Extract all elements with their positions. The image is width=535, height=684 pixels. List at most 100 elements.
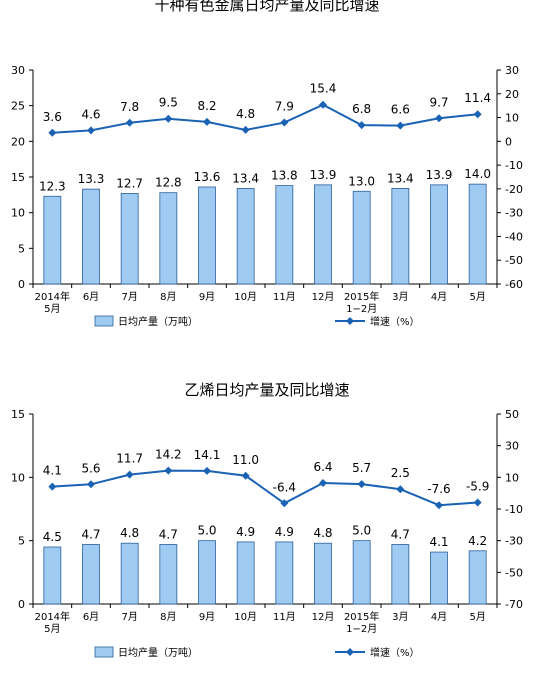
- legend-line-label: 增速（%）: [370, 646, 420, 659]
- line-data-label: 4.6: [81, 107, 100, 121]
- bar-data-label: 4.5: [43, 530, 62, 544]
- bar-data-label: 13.3: [78, 172, 105, 186]
- line-data-label: 4.8: [236, 107, 255, 121]
- line-data-label: 4.1: [43, 464, 62, 478]
- line-data-label: 11.4: [464, 91, 491, 105]
- right-tick-label: -10: [505, 503, 523, 516]
- x-tick-label: 4月: [431, 611, 447, 623]
- bar: [198, 540, 216, 605]
- right-tick-label: -10: [505, 159, 523, 172]
- right-tick-label: 10: [505, 471, 519, 484]
- line-data-label: 6.6: [391, 103, 410, 117]
- bar: [82, 544, 100, 605]
- line-data-label: 15.4: [310, 82, 337, 96]
- x-tick-label: 9月: [199, 291, 215, 303]
- line-data-label: 2.5: [391, 466, 410, 480]
- x-tick-label: 9月: [199, 611, 215, 623]
- growth-marker: [48, 482, 57, 491]
- growth-marker: [435, 114, 443, 123]
- right-tick-label: -60: [505, 278, 523, 291]
- bar: [391, 544, 410, 605]
- growth-marker: [164, 466, 173, 475]
- bar: [468, 183, 487, 285]
- line-data-label: 9.7: [429, 95, 448, 109]
- bar: [159, 192, 178, 285]
- right-tick-label: -50: [505, 254, 523, 267]
- right-tick-label: 0: [505, 135, 512, 148]
- chart-2: 乙烯日均产量及同比增速 0 5 10 15 -70 -50 -30 -10 10 30 50 2014年…: [11, 381, 523, 659]
- bar-data-label: 4.1: [429, 535, 448, 549]
- bar-data-label: 4.7: [81, 527, 100, 541]
- bar-data-label: 12.8: [155, 176, 182, 190]
- growth-marker: [357, 121, 366, 130]
- legend-bar-swatch: [94, 315, 114, 327]
- right-tick-label: 10: [505, 112, 519, 125]
- right-tick-label: 30: [505, 440, 519, 453]
- x-tick-label: 3月: [392, 611, 408, 623]
- growth-marker: [87, 480, 95, 489]
- bar-data-label: 12.3: [39, 179, 66, 193]
- x-tick-label: 5月: [469, 291, 485, 303]
- bar: [430, 551, 448, 605]
- left-tick-label: 25: [11, 100, 25, 113]
- bar: [352, 540, 371, 605]
- chart-1: 十种有色金属日均产量及同比增速 0 5 10 15 20 25 30 -60 -50 -40 -30 -…: [11, 0, 523, 328]
- x-tick-label: 11月: [273, 611, 296, 623]
- right-tick-label: -20: [505, 183, 523, 196]
- bar: [314, 184, 332, 285]
- x-tick-label: 10月: [234, 291, 257, 303]
- bar-data-label: 4.9: [236, 525, 255, 539]
- line-data-label: 5.6: [81, 461, 100, 475]
- growth-marker: [435, 501, 443, 510]
- bar: [236, 188, 255, 285]
- growth-marker: [396, 121, 405, 130]
- x-tick-label: 4月: [431, 291, 447, 303]
- line-data-label: 11.7: [116, 452, 143, 466]
- legend-line-marker: [346, 317, 354, 325]
- bar: [236, 541, 255, 605]
- bar: [120, 193, 139, 285]
- bar-data-label: 4.9: [275, 525, 294, 539]
- growth-marker: [87, 126, 95, 135]
- right-tick-label: 50: [505, 408, 519, 421]
- bar-data-label: 5.0: [197, 524, 216, 538]
- line-data-label: 8.2: [197, 99, 216, 113]
- growth-line: [52, 469, 478, 507]
- line-data-label: 7.8: [120, 100, 139, 114]
- legend-bar-label: 日均产量（万吨）: [118, 646, 198, 659]
- line-data-label: 6.8: [352, 102, 371, 116]
- x-tick-label: 5月: [469, 611, 485, 623]
- bar-data-label: 13.0: [348, 174, 375, 188]
- bar-data-label: 4.7: [391, 527, 410, 541]
- x-tick-label: 2014年 5月: [35, 290, 70, 315]
- bar: [391, 188, 410, 285]
- legend-line-marker: [346, 648, 354, 656]
- growth-marker: [203, 466, 211, 475]
- right-tick-label: -40: [505, 230, 523, 243]
- line-data-label: -6.4: [273, 480, 296, 494]
- line-data-label: 11.0: [232, 453, 259, 467]
- growth-marker: [473, 498, 482, 507]
- bar: [82, 188, 100, 285]
- bar: [120, 542, 139, 605]
- growth-marker: [280, 118, 289, 127]
- bar: [43, 195, 62, 285]
- bar-data-label: 4.8: [313, 526, 332, 540]
- chart-title: 十种有色金属日均产量及同比增速: [154, 0, 379, 14]
- bar: [468, 550, 487, 605]
- bar: [275, 185, 294, 285]
- bar-data-label: 13.9: [426, 168, 453, 182]
- right-tick-label: -50: [505, 566, 523, 579]
- x-tick-label: 7月: [121, 611, 137, 623]
- bar-data-label: 4.8: [120, 526, 139, 540]
- bar: [314, 542, 332, 605]
- legend-line-label: 增速（%）: [370, 315, 420, 328]
- line-data-label: -5.9: [466, 480, 489, 494]
- growth-line: [52, 103, 478, 134]
- bar: [352, 190, 371, 285]
- left-tick-label: 5: [18, 242, 25, 255]
- bar-data-label: 12.7: [116, 176, 143, 190]
- legend-bar-swatch: [94, 646, 114, 658]
- left-tick-label: 30: [11, 64, 25, 77]
- bar: [159, 544, 178, 605]
